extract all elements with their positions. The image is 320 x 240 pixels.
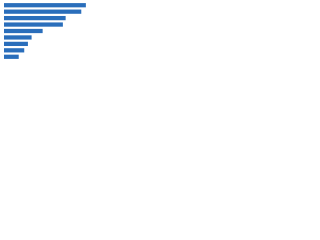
bar — [4, 48, 25, 53]
bar — [4, 35, 32, 40]
bar — [4, 54, 19, 59]
chart — [4, 3, 86, 59]
page: {"chart_data": {"type": "bar", "orientat… — [0, 0, 100, 71]
bar — [4, 22, 63, 27]
bar — [4, 41, 28, 47]
bar — [4, 28, 43, 34]
bar — [4, 9, 82, 14]
bar — [4, 15, 66, 21]
bar — [4, 3, 86, 8]
